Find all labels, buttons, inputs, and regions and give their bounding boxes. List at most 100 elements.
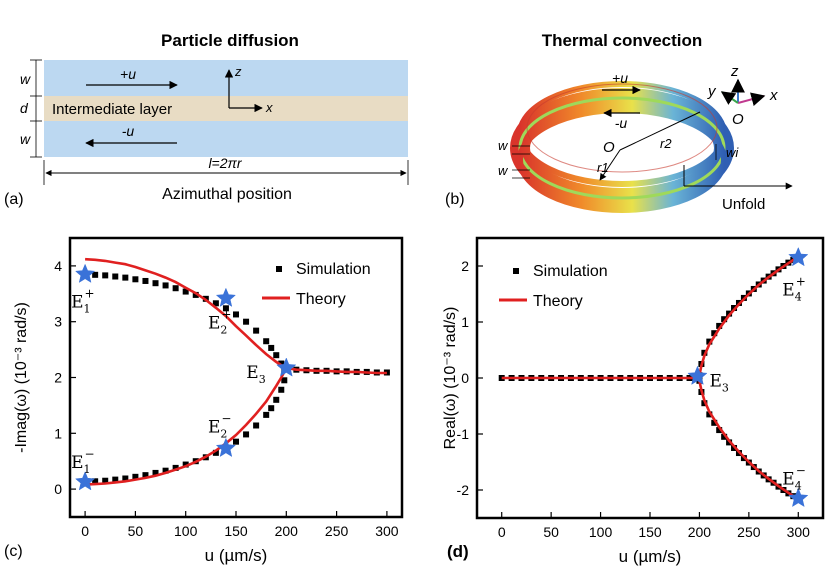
- simulation-point: [711, 419, 718, 426]
- ring-wi: wi: [726, 145, 739, 160]
- simulation-point: [132, 276, 139, 283]
- simulation-point: [278, 386, 285, 393]
- x-tick-label: 300: [375, 523, 399, 539]
- simulation-point: [102, 272, 109, 279]
- legend-simulation-label: Simulation: [533, 263, 608, 280]
- x-tick-label: 250: [737, 524, 761, 540]
- exceptional-point-label: E2+: [208, 307, 231, 336]
- intermediate-layer: [44, 96, 408, 121]
- exceptional-point-star: [687, 365, 708, 385]
- simulation-point: [142, 472, 149, 479]
- z-axis-label: z: [234, 64, 242, 79]
- simulation-point: [711, 330, 718, 337]
- exceptional-point-label: E2−: [208, 411, 231, 440]
- x-tick-label: 200: [688, 524, 712, 540]
- simulation-point: [132, 473, 139, 480]
- simulation-point: [152, 469, 159, 476]
- dim-w-bottom: w: [20, 131, 31, 147]
- x-tick-label: 100: [589, 524, 613, 540]
- simulation-point: [92, 271, 99, 278]
- simulation-point: [253, 422, 260, 429]
- simulation-point: [706, 338, 713, 345]
- top-flow-label: +u: [120, 66, 136, 82]
- simulation-point: [268, 344, 275, 351]
- exceptional-point-star: [74, 471, 96, 491]
- simulation-point: [268, 405, 275, 412]
- simulation-point: [721, 316, 728, 323]
- x-axis-label: u (µm/s): [205, 546, 268, 565]
- theory-line: [85, 257, 387, 375]
- simulation-point: [182, 461, 189, 468]
- legend-simulation-label: Simulation: [296, 261, 371, 278]
- exceptional-point-label: E4−: [782, 463, 805, 492]
- bottom-flow-label: -u: [122, 123, 135, 139]
- exceptional-point-star: [215, 287, 237, 307]
- r1-arrow: [599, 149, 621, 181]
- exceptional-point-star: [215, 437, 237, 458]
- x-tick-label: 0: [81, 523, 89, 539]
- simulation-point: [278, 360, 285, 367]
- legend-theory-label: Theory: [296, 291, 346, 308]
- exceptional-point-star: [788, 487, 809, 508]
- simulation-point: [122, 274, 129, 281]
- y-tick-label: 4: [54, 258, 62, 274]
- x-tick-label: 200: [275, 523, 299, 539]
- simulation-point: [212, 300, 219, 307]
- r2-label: r2: [660, 136, 672, 151]
- azimuthal-label: Azimuthal position: [162, 186, 292, 203]
- ring-bottom-channel: [517, 107, 727, 213]
- ring-w-bottom: w: [498, 163, 509, 178]
- ring-inner-edge: [526, 83, 718, 173]
- y-tick-label: 1: [54, 425, 62, 441]
- triad-origin-label: O: [732, 111, 744, 128]
- simulation-point: [112, 273, 119, 280]
- unfold-label: Unfold: [722, 196, 765, 213]
- theory-line: [698, 380, 800, 501]
- simulation-point: [212, 449, 219, 456]
- exceptional-point-label: E1−: [71, 447, 94, 476]
- y-axis-label: -Imag(ω) (10⁻³ rad/s): [13, 302, 30, 453]
- triad-x-arrow: [737, 92, 766, 107]
- x-axis-label: x: [265, 100, 273, 115]
- ring-flow-minus: -u: [615, 115, 628, 131]
- y-tick-label: 2: [461, 258, 469, 274]
- panel-b-title: Thermal convection: [542, 31, 703, 50]
- panel-c-label: (c): [4, 543, 23, 560]
- ring-flow-plus: +u: [612, 70, 628, 86]
- x-tick-label: 50: [128, 523, 144, 539]
- legend-theory-label: Theory: [533, 293, 583, 310]
- ring-center: O: [603, 139, 615, 156]
- exceptional-point-star: [276, 357, 297, 377]
- r1-label: r1: [597, 160, 609, 175]
- panel-d-chart: 0 50 100 150 200 250 300 -2 -1 0 1 2 u (µm/s) Real(ω)…: [442, 236, 825, 566]
- x-tick-label: 250: [325, 523, 349, 539]
- simulation-point: [253, 327, 260, 334]
- x-axis-label: u (µm/s): [619, 547, 682, 566]
- exceptional-point-label: E3: [246, 363, 265, 386]
- x-tick-label: 50: [543, 524, 559, 540]
- plot-frame: [68, 236, 404, 519]
- simulation-point: [102, 477, 109, 484]
- panel-b-label: (b): [445, 191, 465, 208]
- panel-d-label: (d): [447, 542, 469, 561]
- r2-line: [619, 111, 701, 151]
- exceptional-point-label: E1+: [71, 286, 94, 315]
- panel-a: Particle diffusion +u -u Intermediate la…: [4, 31, 409, 208]
- bottom-channel: [44, 121, 408, 157]
- simulation-point: [152, 280, 159, 287]
- exceptional-point-star: [74, 263, 96, 283]
- simulation-point: [222, 305, 229, 312]
- y-tick-label: 1: [461, 314, 469, 330]
- simulation-point: [162, 467, 169, 474]
- simulation-point: [716, 427, 723, 434]
- simulation-point: [192, 291, 199, 298]
- simulation-point: [383, 369, 390, 376]
- x-tick-label: 150: [638, 524, 662, 540]
- dim-w-top: w: [20, 71, 31, 87]
- ring-w-top: w: [498, 138, 509, 153]
- y-axis-label: Real(ω) (10⁻³ rad/s): [442, 307, 459, 450]
- simulation-point: [172, 464, 179, 471]
- panel-a-label: (a): [4, 191, 24, 208]
- simulation-point: [281, 377, 288, 384]
